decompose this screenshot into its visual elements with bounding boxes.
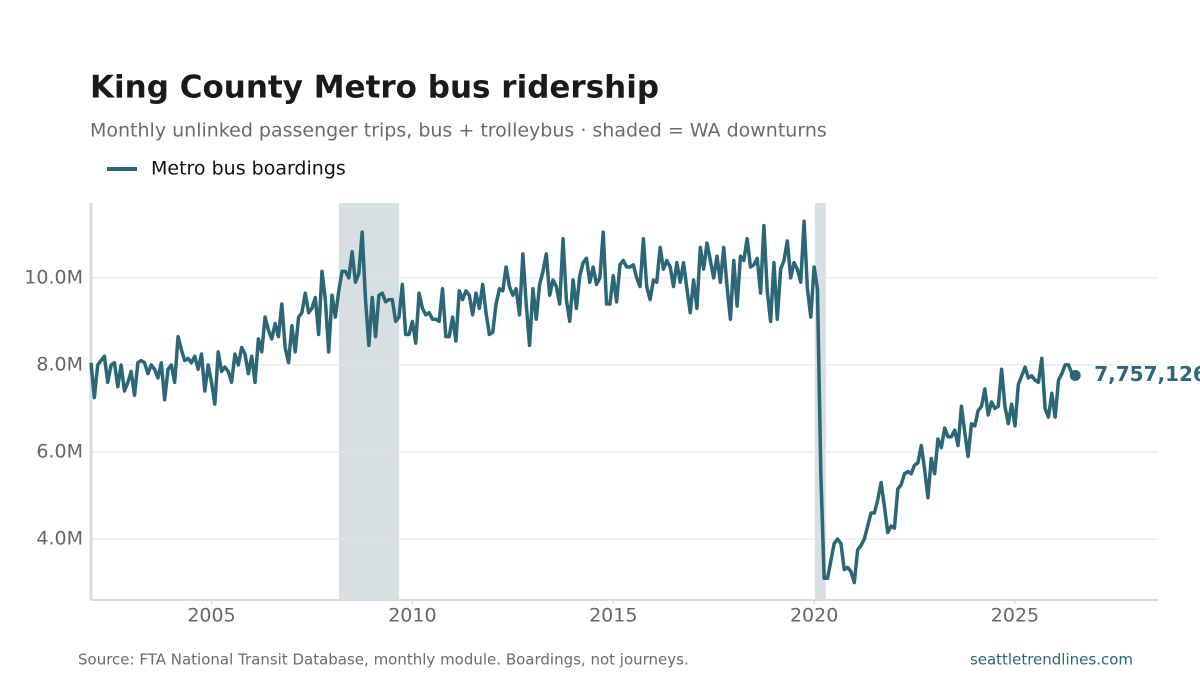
legend-label: Metro bus boardings bbox=[151, 158, 346, 180]
chart-subtitle: Monthly unlinked passenger trips, bus + … bbox=[90, 120, 827, 142]
plot-area: 4.0M 6.0M 8.0M 10.0M 2005 2010 2015 2020 2025 7,7… bbox=[24, 203, 1200, 627]
x-tick-label: 2010 bbox=[388, 605, 436, 627]
end-label: 7,757,126 bbox=[1094, 362, 1200, 386]
chart-title: King County Metro bus ridership bbox=[90, 70, 659, 106]
end-point bbox=[1069, 370, 1081, 382]
y-tick-label: 10.0M bbox=[24, 266, 83, 288]
x-tick-label: 2015 bbox=[589, 605, 637, 627]
credit: seattletrendlines.com bbox=[970, 651, 1133, 669]
y-tick-label: 6.0M bbox=[36, 440, 83, 462]
y-tick-label: 8.0M bbox=[36, 353, 83, 375]
x-tick-label: 2005 bbox=[187, 605, 235, 627]
source-note: Source: FTA National Transit Database, m… bbox=[78, 651, 689, 669]
data-line bbox=[89, 219, 1077, 585]
y-tick-label: 4.0M bbox=[36, 528, 83, 550]
x-tick-label: 2025 bbox=[991, 605, 1039, 627]
x-tick-label: 2020 bbox=[790, 605, 838, 627]
shaded-period bbox=[338, 203, 400, 600]
